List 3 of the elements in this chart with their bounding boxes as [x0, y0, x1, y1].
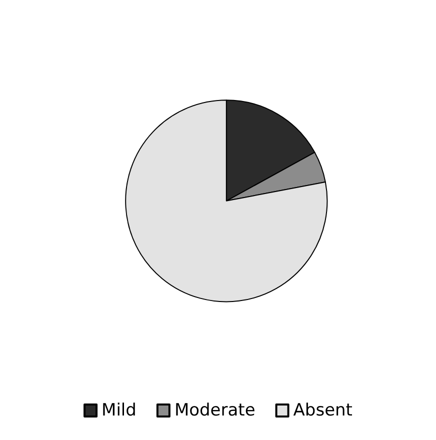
legend-label: Absent — [293, 400, 353, 420]
legend-label: Mild — [102, 400, 136, 420]
legend-label: Moderate — [174, 400, 256, 420]
